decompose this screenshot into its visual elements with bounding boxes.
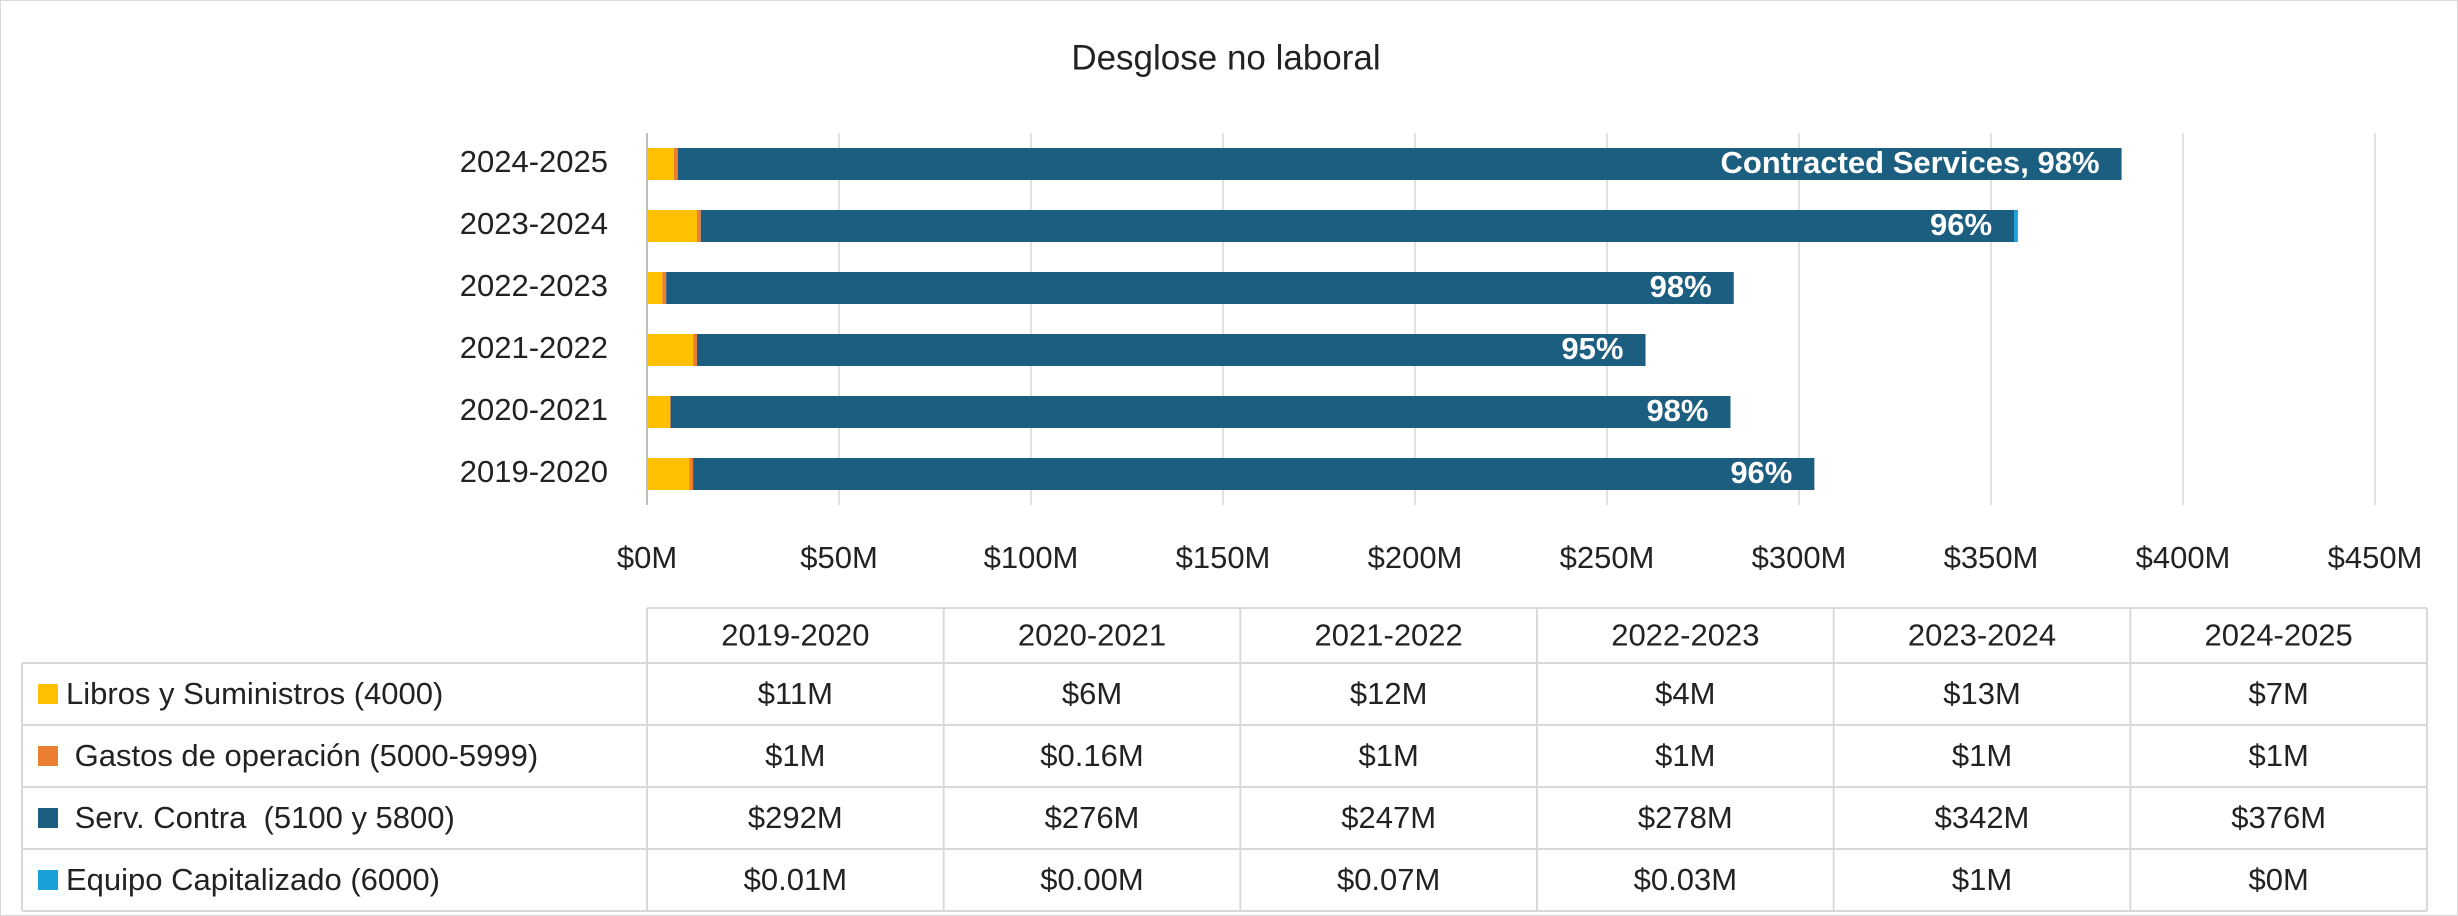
bar-segment [689, 458, 694, 490]
table-cell: $11M [758, 676, 833, 711]
table-cell: $0M [2249, 862, 2309, 897]
x-tick-label: $50M [800, 540, 878, 575]
table-cell: $4M [1655, 676, 1715, 711]
table-header: 2020-2021 [1018, 618, 1166, 653]
x-tick-label: $350M [1944, 540, 2039, 575]
x-tick-label: $400M [2136, 540, 2231, 575]
legend-label: Libros y Suministros (4000) [66, 676, 443, 711]
bar-label: 98% [1646, 393, 1708, 428]
table-cell: $13M [1943, 676, 2021, 711]
bar-label: Contracted Services, 98% [1720, 145, 2099, 180]
table-header: 2019-2020 [721, 618, 869, 653]
legend-swatch [38, 870, 58, 890]
bar-segment [647, 334, 694, 366]
table-cell: $1M [1952, 862, 2012, 897]
x-tick-label: $0M [617, 540, 677, 575]
table-cell: $247M [1341, 800, 1436, 835]
table-cell: $276M [1045, 800, 1140, 835]
bar-segment [696, 210, 701, 242]
legend-label: Serv. Contra (5100 y 5800) [66, 800, 455, 835]
bar-label: 96% [1730, 455, 1792, 490]
table-cell: $7M [2249, 676, 2309, 711]
x-tick-label: $150M [1176, 540, 1271, 575]
bar-segment [647, 458, 690, 490]
y-tick-label: 2022-2023 [460, 268, 608, 303]
bar-segment [696, 334, 1646, 366]
bar-segment [662, 272, 667, 304]
table-cell: $0.01M [744, 862, 847, 897]
table-cell: $1M [1952, 738, 2012, 773]
bar-segment [673, 148, 678, 180]
table-cell: $342M [1935, 800, 2030, 835]
table-cell: $6M [1062, 676, 1122, 711]
bar-segment [647, 396, 671, 428]
bar-segment [700, 210, 2015, 242]
x-tick-label: $450M [2328, 540, 2423, 575]
legend-swatch [38, 684, 58, 704]
table-header: 2023-2024 [1908, 618, 2056, 653]
bar-segment [670, 396, 671, 428]
bar-label: 96% [1930, 207, 1992, 242]
table-header: 2021-2022 [1315, 618, 1463, 653]
bar-segment [670, 396, 1731, 428]
y-tick-label: 2019-2020 [460, 454, 608, 489]
table-cell: $1M [2249, 738, 2309, 773]
chart-title: Desglose no laboral [1071, 38, 1380, 77]
y-tick-label: 2023-2024 [460, 206, 608, 241]
table-cell: $1M [1359, 738, 1419, 773]
x-tick-label: $300M [1752, 540, 1847, 575]
table-cell: $0.03M [1634, 862, 1737, 897]
table-cell: $12M [1350, 676, 1428, 711]
bar-segment [693, 458, 1815, 490]
legend-swatch [38, 808, 58, 828]
x-tick-label: $200M [1368, 540, 1463, 575]
legend-swatch [38, 746, 58, 766]
table-cell: $292M [748, 800, 843, 835]
bar-segment [647, 210, 697, 242]
bar-label: 95% [1561, 331, 1623, 366]
x-tick-label: $100M [984, 540, 1079, 575]
bar-segment [2014, 210, 2018, 242]
bar-segment [647, 272, 663, 304]
table-cell: $0.07M [1337, 862, 1440, 897]
bar-segment [647, 148, 674, 180]
y-tick-label: 2024-2025 [460, 144, 608, 179]
bar-segment [693, 334, 697, 366]
x-tick-label: $250M [1560, 540, 1655, 575]
table-cell: $1M [765, 738, 825, 773]
y-tick-label: 2021-2022 [460, 330, 608, 365]
legend-label: Gastos de operación (5000-5999) [66, 738, 538, 773]
table-cell: $0.16M [1040, 738, 1143, 773]
table-cell: $278M [1638, 800, 1733, 835]
bar-label: 98% [1650, 269, 1712, 304]
table-header: 2022-2023 [1611, 618, 1759, 653]
y-tick-label: 2020-2021 [460, 392, 608, 427]
table-header: 2024-2025 [2205, 618, 2353, 653]
bar-segment [666, 272, 1734, 304]
table-cell: $1M [1655, 738, 1715, 773]
table-cell: $0.00M [1040, 862, 1143, 897]
bar-segment [677, 148, 2122, 180]
table-cell: $376M [2231, 800, 2326, 835]
legend-label: Equipo Capitalizado (6000) [66, 862, 440, 897]
